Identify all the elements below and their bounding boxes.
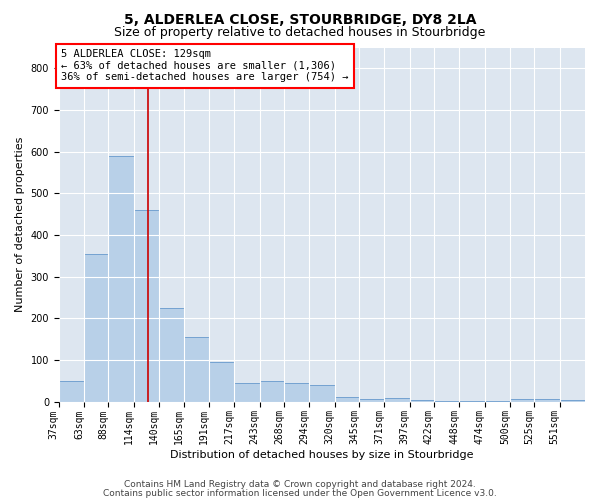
Bar: [84, 254, 109, 402]
Bar: [134, 210, 159, 402]
Bar: [560, 400, 585, 402]
Bar: [59, 380, 84, 402]
Bar: [459, 400, 485, 402]
Bar: [535, 400, 560, 402]
X-axis label: Distribution of detached houses by size in Stourbridge: Distribution of detached houses by size …: [170, 450, 473, 460]
Text: Contains HM Land Registry data © Crown copyright and database right 2024.: Contains HM Land Registry data © Crown c…: [124, 480, 476, 489]
Text: Size of property relative to detached houses in Stourbridge: Size of property relative to detached ho…: [115, 26, 485, 39]
Bar: [335, 398, 359, 402]
Bar: [410, 400, 434, 402]
Bar: [234, 383, 260, 402]
Bar: [309, 385, 335, 402]
Bar: [184, 337, 209, 402]
Bar: [159, 308, 184, 402]
Bar: [359, 400, 384, 402]
Text: Contains public sector information licensed under the Open Government Licence v3: Contains public sector information licen…: [103, 488, 497, 498]
Text: 5, ALDERLEA CLOSE, STOURBRIDGE, DY8 2LA: 5, ALDERLEA CLOSE, STOURBRIDGE, DY8 2LA: [124, 12, 476, 26]
Y-axis label: Number of detached properties: Number of detached properties: [15, 137, 25, 312]
Text: 5 ALDERLEA CLOSE: 129sqm
← 63% of detached houses are smaller (1,306)
36% of sem: 5 ALDERLEA CLOSE: 129sqm ← 63% of detach…: [61, 50, 349, 82]
Bar: [260, 380, 284, 402]
Bar: [434, 400, 459, 402]
Bar: [109, 156, 134, 402]
Bar: [384, 398, 410, 402]
Bar: [209, 362, 234, 402]
Bar: [284, 383, 309, 402]
Bar: [510, 400, 535, 402]
